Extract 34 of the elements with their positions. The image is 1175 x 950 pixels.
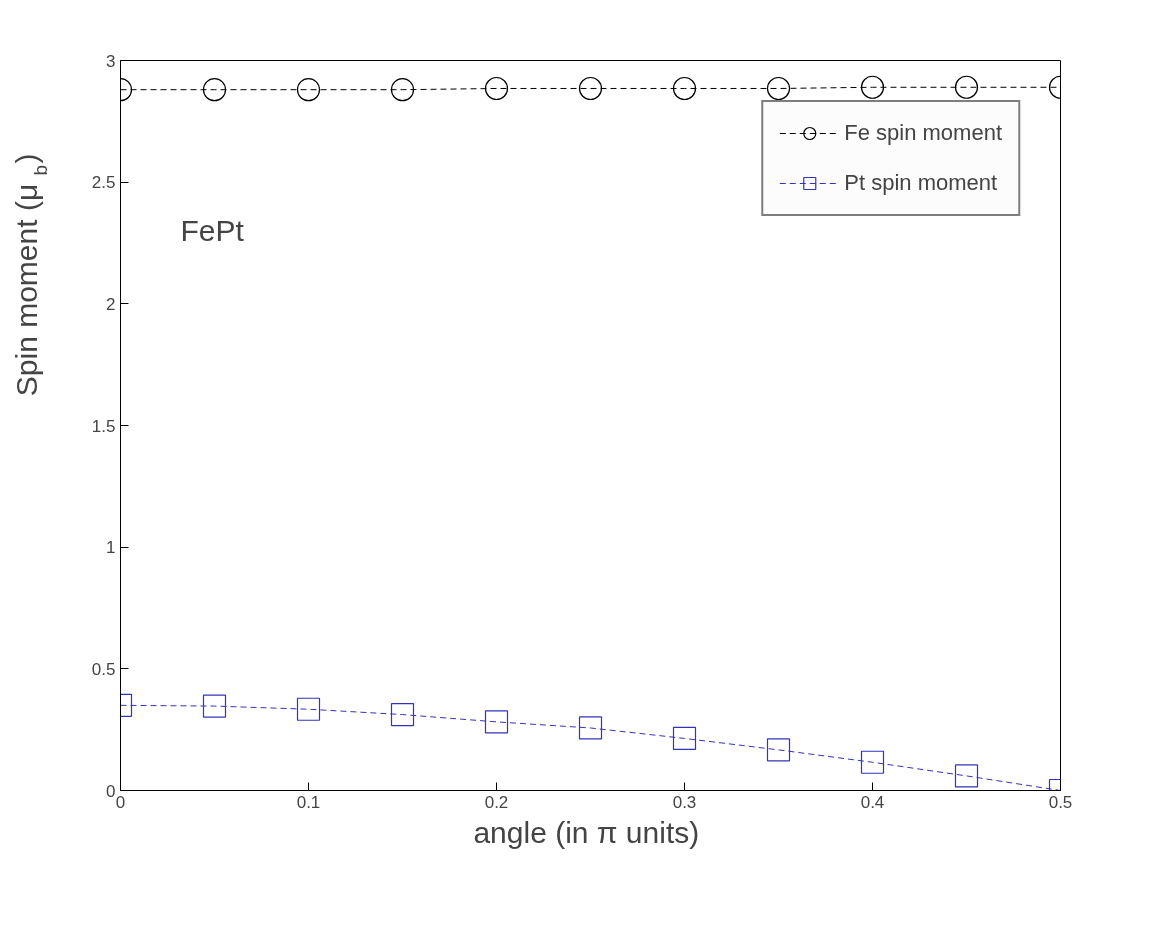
annotation: FePt: [180, 214, 245, 247]
point: [484, 710, 509, 734]
legend-label: Fe spin moment: [844, 120, 1002, 146]
point: [390, 78, 415, 102]
point: [296, 78, 321, 102]
point: [860, 750, 885, 774]
point: [578, 716, 603, 740]
point: [390, 702, 415, 727]
x-tick-label: 0.2: [484, 792, 509, 812]
y-axis-title: Spin moment (μb): [9, 153, 51, 397]
point: [672, 726, 697, 751]
point: [766, 738, 791, 762]
x-tick-label: 0.5: [1048, 792, 1073, 812]
point: [860, 75, 885, 99]
point: [202, 78, 227, 102]
x-axis-title: angle (in π units): [473, 815, 700, 849]
point: [578, 76, 603, 101]
y-tick-label: 0.5: [91, 659, 116, 679]
point: [672, 76, 697, 101]
point: [484, 76, 509, 101]
y-tick-label: 2: [106, 294, 116, 314]
point: [296, 697, 321, 721]
y-tick-label: 3: [106, 51, 116, 71]
legend-label: Pt spin moment: [844, 170, 998, 196]
x-tick-label: 0.3: [672, 792, 697, 812]
point: [766, 76, 791, 101]
point: [954, 75, 979, 99]
y-tick-label: 1: [106, 538, 116, 558]
y-tick-label: 1.5: [91, 416, 116, 436]
x-tick-label: 0.1: [296, 792, 321, 812]
x-tick-label: 0.4: [860, 792, 885, 812]
point: [954, 764, 979, 788]
point: [202, 694, 227, 718]
y-tick-label: 2.5: [91, 173, 116, 193]
